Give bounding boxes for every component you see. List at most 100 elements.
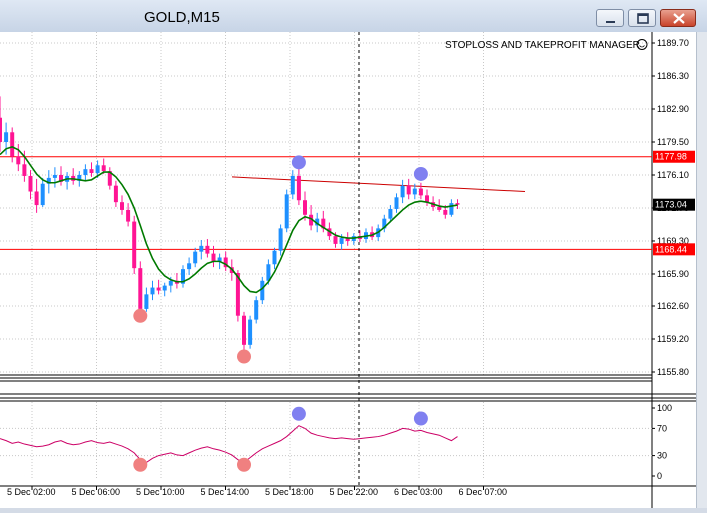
osc-y-tick-label: 70 (657, 423, 667, 433)
candle-body (16, 156, 21, 165)
candle-body (187, 263, 192, 270)
candle-body (107, 171, 112, 186)
candle-body (34, 191, 39, 206)
candle-body (321, 218, 326, 229)
restore-icon (637, 13, 649, 24)
osc-y-tick-label: 30 (657, 451, 667, 461)
candle-body (260, 280, 265, 301)
candle-body (101, 165, 106, 172)
candle-body (193, 251, 198, 264)
candle-body (425, 195, 429, 203)
y-tick-label: 1179.50 (657, 137, 689, 147)
y-tick-label: 1162.60 (657, 301, 689, 311)
close-button[interactable] (660, 9, 696, 27)
candle-body (199, 245, 204, 252)
candle-body (449, 203, 454, 215)
swing-high-marker (413, 166, 428, 181)
y-tick-label: 1165.90 (657, 269, 689, 279)
x-tick-label: 5 Dec 10:00 (136, 487, 185, 497)
y-tick-label: 1182.90 (657, 104, 689, 114)
candle-body (242, 315, 246, 345)
candle-body (437, 207, 442, 210)
candle-body (406, 185, 411, 195)
x-tick-label: 5 Dec 06:00 (72, 487, 121, 497)
x-tick-label: 5 Dec 22:00 (330, 487, 379, 497)
price-tag-label: 1177.98 (655, 152, 687, 162)
chart-area[interactable]: 1189.701186.301182.901179.501176.101172.… (0, 32, 696, 508)
candle-body (266, 264, 271, 281)
swing-low-marker (237, 349, 251, 364)
candle-body (309, 214, 314, 226)
smiley-mouth (639, 45, 645, 48)
candle-body (168, 280, 173, 286)
y-tick-label: 1176.10 (657, 170, 689, 180)
close-icon (673, 13, 685, 24)
candle-body (52, 174, 57, 178)
candle-body (339, 238, 344, 244)
restore-button[interactable] (628, 9, 656, 27)
candle-body (382, 218, 387, 229)
price-tag-label: 1173.04 (655, 200, 687, 210)
osc-low-marker (237, 457, 251, 472)
moving-average-line (0, 145, 458, 294)
candle-body (83, 169, 88, 175)
osc-y-tick-label: 0 (657, 471, 662, 481)
candle-body (40, 183, 45, 206)
candle-body (28, 175, 33, 192)
price-tag (653, 150, 695, 163)
candle-body (0, 117, 2, 142)
window-titlebar: GOLD,M15 (0, 0, 707, 33)
y-tick-label: 1159.20 (657, 334, 689, 344)
smiley-icon (636, 39, 648, 50)
swing-low-marker (133, 308, 148, 323)
candle-body (443, 209, 448, 215)
osc-high-marker (291, 406, 306, 421)
candle-body (223, 257, 228, 268)
candle-body (211, 253, 216, 262)
candle-body (77, 174, 82, 181)
candle-body (254, 300, 259, 320)
candle-body (290, 175, 295, 195)
candle-body (10, 132, 15, 157)
candle-body (59, 174, 63, 182)
osc-y-tick-label: 100 (657, 403, 672, 413)
candle-body (315, 218, 320, 226)
candle-body (181, 269, 185, 284)
candle-body (138, 268, 143, 309)
candle-body (327, 228, 332, 237)
minimize-icon (606, 21, 615, 23)
candle-body (388, 208, 393, 219)
candle-body (113, 185, 118, 203)
price-tag (653, 198, 695, 211)
candle-body (296, 175, 301, 201)
x-tick-label: 6 Dec 07:00 (459, 487, 508, 497)
candle-body (400, 185, 405, 198)
candle-body (217, 257, 222, 262)
y-tick-label: 1186.30 (657, 71, 689, 81)
candle-body (284, 194, 289, 229)
trendline (231, 176, 526, 192)
x-tick-label: 5 Dec 02:00 (7, 487, 56, 497)
swing-high-marker (291, 155, 306, 170)
y-tick-label: 1155.80 (657, 367, 689, 377)
candle-body (205, 245, 210, 254)
indicator-label: STOPLOSS AND TAKEPROFIT MANAGER (445, 40, 640, 51)
osc-high-marker (413, 411, 428, 426)
candle-body (394, 197, 399, 209)
x-tick-label: 5 Dec 14:00 (201, 487, 250, 497)
price-chart[interactable]: 1189.701186.301182.901179.501176.101172.… (0, 32, 696, 508)
x-tick-label: 5 Dec 18:00 (265, 487, 314, 497)
y-tick-label: 1169.30 (657, 236, 689, 246)
candle-body (412, 188, 417, 195)
vertical-scrollbar[interactable] (696, 32, 707, 508)
candle-body (345, 238, 350, 241)
minimize-button[interactable] (596, 9, 624, 27)
candle-body (455, 203, 460, 205)
candle-body (120, 202, 124, 210)
price-tag (653, 243, 695, 256)
oscillator-line (0, 425, 458, 463)
candle-body (156, 287, 161, 291)
candle-body (303, 200, 307, 215)
candle-body (248, 319, 253, 345)
window-title: GOLD,M15 (144, 9, 220, 26)
